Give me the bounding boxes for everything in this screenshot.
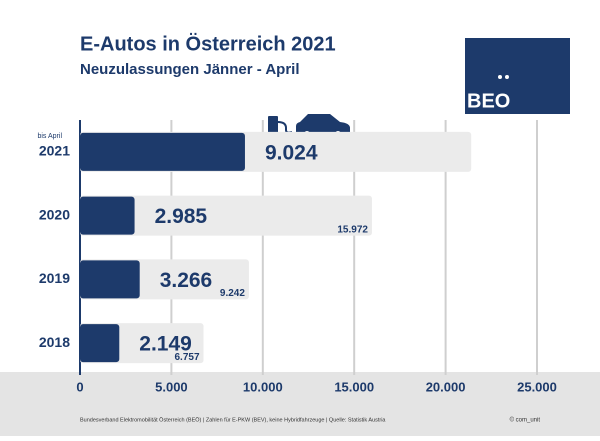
x-tick-label: 10.000 [243, 379, 283, 394]
logo-box [465, 38, 570, 114]
logo-text: BEO [467, 90, 510, 112]
value-label: 2.985 [155, 205, 208, 228]
y-tick-label: 2018 [39, 334, 70, 350]
value-label: 3.266 [160, 269, 213, 292]
value-label: 9.242 [220, 288, 245, 299]
credit: © com_unit [510, 417, 541, 424]
ytd-bar [80, 196, 135, 235]
ytd-bar [80, 324, 120, 363]
chart-title: E-Autos in Österreich 2021 [80, 32, 336, 55]
value-label: 6.757 [174, 352, 199, 363]
annotation: bis April [37, 133, 62, 140]
ytd-bar [80, 260, 140, 299]
x-tick-label: 20.000 [426, 379, 466, 394]
chart-subtitle: Neuzulassungen Jänner - April [80, 61, 300, 78]
value-label: 15.972 [337, 224, 368, 235]
logo-dot [505, 75, 509, 79]
x-tick-label: 5.000 [155, 379, 188, 394]
footer-band [0, 372, 600, 436]
y-tick-label: 2019 [39, 270, 70, 286]
y-tick-label: 2021 [39, 143, 70, 159]
x-tick-label: 25.000 [517, 379, 557, 394]
value-label: 9.024 [265, 141, 318, 164]
x-tick-label: 0 [76, 379, 83, 394]
logo-dot [498, 75, 502, 79]
footnote: Bundesverband Elektromobilität Österreic… [80, 416, 386, 423]
value-label: 2.149 [139, 333, 192, 356]
total-bar [80, 195, 372, 236]
x-tick-label: 15.000 [334, 379, 374, 394]
y-tick-label: 2020 [39, 206, 70, 222]
ytd-bar [80, 132, 245, 171]
